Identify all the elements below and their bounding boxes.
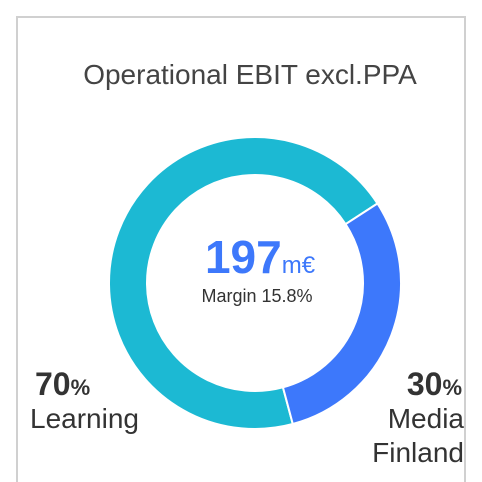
value-label: 30% xyxy=(407,366,462,402)
category-label-box: Media Finland xyxy=(372,403,464,468)
center-subtitle: Margin 15.8% xyxy=(201,286,312,306)
category-label: Learning xyxy=(30,403,139,434)
category-label-box: Learning xyxy=(30,403,139,434)
value-label: 70% xyxy=(35,366,90,402)
chart-title: Operational EBIT excl.PPA xyxy=(83,59,417,90)
center-unit: m€ xyxy=(282,252,316,279)
category-label: Media Finland xyxy=(372,403,464,468)
value-number: 30 xyxy=(407,366,443,402)
card-border xyxy=(16,16,466,482)
value-unit: % xyxy=(442,375,462,400)
value-unit: % xyxy=(71,375,91,400)
donut-segment xyxy=(281,202,402,426)
donut xyxy=(108,136,402,430)
donut-segment xyxy=(108,136,379,430)
value-number: 70 xyxy=(35,366,71,402)
center-number: 197 xyxy=(205,231,282,283)
center-value: 197m€ xyxy=(205,231,316,283)
